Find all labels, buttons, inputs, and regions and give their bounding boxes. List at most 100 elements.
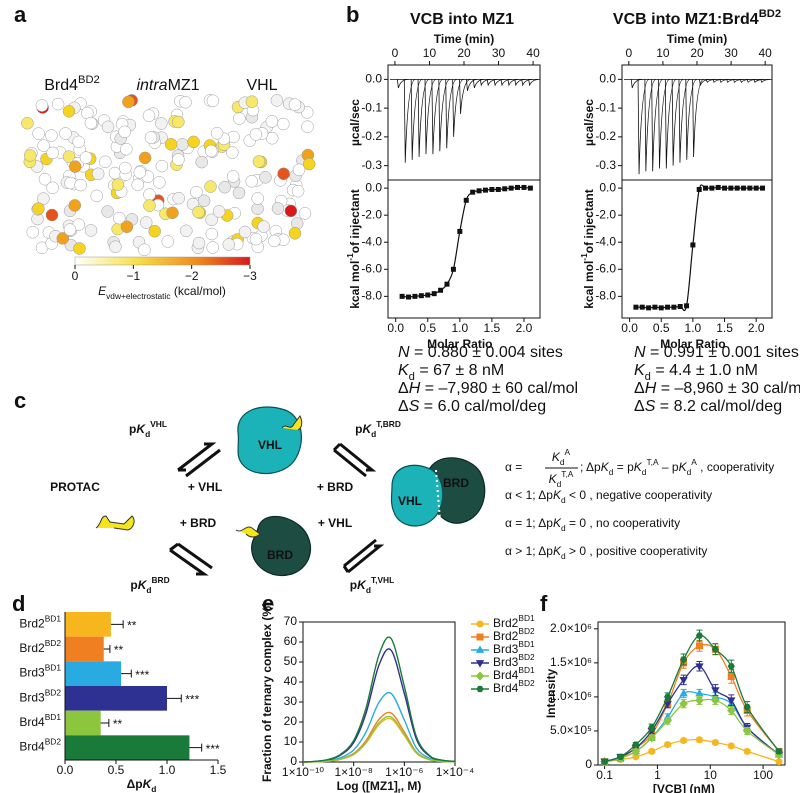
category-label: Brd4BD2 xyxy=(19,737,61,754)
residue-sphere xyxy=(84,224,98,237)
residue-sphere xyxy=(32,127,45,140)
category-label: Brd3BD2 xyxy=(19,688,61,705)
error-bar xyxy=(100,719,110,727)
itc-result: N = 0.991 ± 0.001 sites xyxy=(634,344,799,361)
legend-label: Brd2BD2 xyxy=(493,626,535,643)
residue-sphere xyxy=(172,191,185,205)
protac-bound xyxy=(235,526,261,538)
text-run: + BRD xyxy=(317,480,354,494)
itc-result: N = 0.880 ± 0.004 sites xyxy=(398,344,563,361)
residue-sphere xyxy=(111,178,125,191)
text-run: BD2 xyxy=(518,678,535,688)
residue-sphere xyxy=(195,155,208,169)
y-tick-label: 50 xyxy=(284,654,298,668)
data-point xyxy=(715,184,721,190)
text-run: Log ([MZ1] xyxy=(337,779,398,793)
y-tick-label: -0.3 xyxy=(361,158,382,172)
scheme-label: VHL xyxy=(258,438,282,452)
text-run: MZ1 xyxy=(168,77,200,94)
residue-sphere xyxy=(101,120,115,134)
residue-sphere xyxy=(249,232,263,246)
y-tick-label: -6.0 xyxy=(361,261,382,275)
marker xyxy=(648,724,656,731)
residue-sphere xyxy=(192,205,205,219)
data-point xyxy=(677,304,683,309)
y-tick-label: -8.0 xyxy=(361,289,382,303)
legend-label: Brd4BD1 xyxy=(493,665,535,682)
significance: *** xyxy=(206,742,220,756)
injection-peak xyxy=(733,78,745,84)
injection-peak xyxy=(417,78,430,158)
marker xyxy=(727,697,736,705)
text-run: intra xyxy=(136,77,167,94)
residue-sphere xyxy=(131,178,144,192)
text-run: = –8,960 ± 30 cal/mol xyxy=(656,380,800,397)
residue-sphere xyxy=(143,199,156,212)
text-run: K xyxy=(398,362,410,379)
text-run: kcal mol xyxy=(582,261,596,309)
text-run: K xyxy=(357,578,367,592)
text-run: Δ xyxy=(398,398,409,415)
x-axis-label: Molar Ratio xyxy=(427,337,492,351)
y-tick-label: -0.3 xyxy=(595,158,616,172)
residue-sphere xyxy=(37,192,50,205)
residue-sphere xyxy=(226,146,239,159)
panel-label: d xyxy=(12,591,25,616)
residue-sphere xyxy=(118,125,131,139)
legend-label: Brd2BD1 xyxy=(493,613,535,630)
text-run: BD2 xyxy=(518,652,535,662)
vhl-protein xyxy=(237,406,302,475)
y-tick-label: 0.0 xyxy=(365,72,382,86)
text-run: Brd4 xyxy=(44,77,78,94)
residue-sphere xyxy=(284,204,298,218)
marker xyxy=(616,753,625,760)
text-run: T,BRD xyxy=(376,419,401,429)
injection-peak xyxy=(644,78,657,172)
text-run: T,VHL xyxy=(371,575,394,585)
x-tick-label: 1×10⁻¹⁰ xyxy=(282,765,324,779)
marker xyxy=(679,688,688,697)
text-run: = –7,980 ± 60 cal/mol xyxy=(420,380,578,397)
text-run: d xyxy=(642,467,647,477)
fit-line xyxy=(604,665,780,763)
residue-sphere xyxy=(179,95,192,109)
data-point xyxy=(463,197,469,203)
text-run: K xyxy=(362,422,372,436)
x-axis-label: Log ([MZ1]t, M) xyxy=(337,779,422,793)
residue-sphere xyxy=(139,216,153,229)
x-tick-label: 0.5 xyxy=(419,321,436,335)
data-point xyxy=(425,292,431,298)
text-run: of injectant xyxy=(348,189,362,253)
text-run: K xyxy=(601,460,610,474)
marker xyxy=(727,672,735,680)
series-line xyxy=(302,648,456,763)
itc-result: Kd = 67 ± 8 nM xyxy=(398,362,504,383)
y-tick-label: -6.0 xyxy=(595,261,616,275)
residue-sphere xyxy=(271,202,285,215)
residue-sphere xyxy=(68,160,82,173)
residue-sphere xyxy=(232,186,246,200)
scheme-label: pKdT,BRD xyxy=(355,419,401,439)
alpha: α = xyxy=(505,460,522,474)
residue-sphere xyxy=(72,135,85,149)
text-run: d xyxy=(561,523,566,533)
marker xyxy=(711,695,720,705)
injection-peak xyxy=(664,78,677,169)
y-tick-label: -0.1 xyxy=(595,100,616,114)
residue-sphere xyxy=(187,135,200,149)
marker xyxy=(695,695,704,705)
injection-peak xyxy=(637,78,650,175)
residue-sphere xyxy=(226,170,240,183)
residue-sphere xyxy=(222,238,236,251)
x-tick-label: 0.5 xyxy=(108,763,125,777)
bar xyxy=(65,710,101,736)
text-run: A xyxy=(565,447,571,457)
y-tick-label: 2.0×10⁶ xyxy=(550,621,592,635)
data-point xyxy=(444,281,450,287)
residue-sphere xyxy=(153,176,166,189)
structure-title: Brd4BD2 xyxy=(44,74,100,94)
text-run: K xyxy=(553,516,562,530)
residue-sphere xyxy=(120,142,133,156)
x-tick-label: 0.0 xyxy=(621,321,638,335)
residue-sphere xyxy=(45,129,58,142)
